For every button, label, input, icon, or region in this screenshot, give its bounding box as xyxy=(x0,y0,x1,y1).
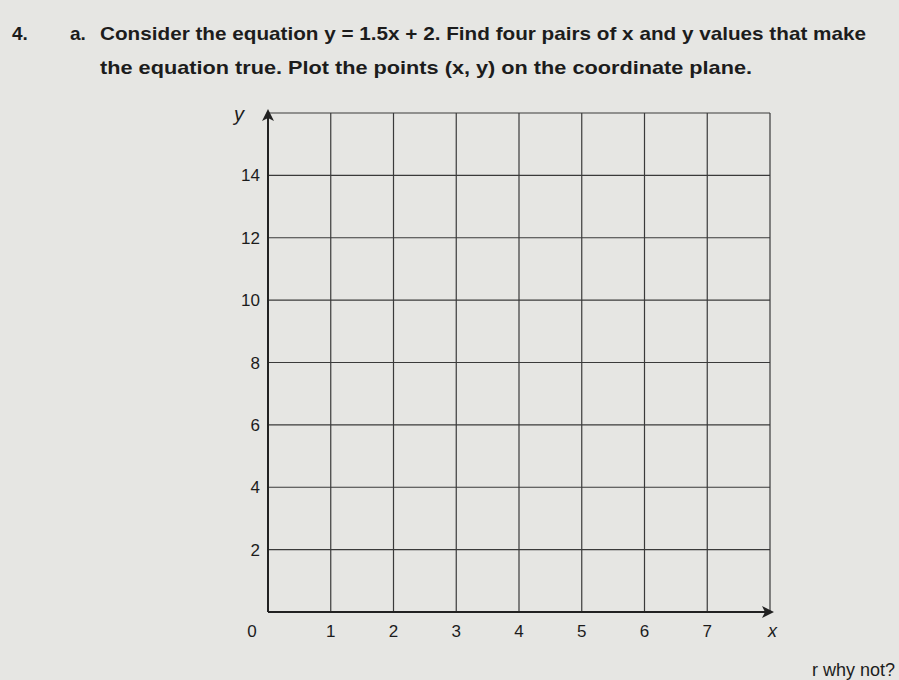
x-tick-label: 5 xyxy=(577,622,586,641)
x-axis-label: x xyxy=(767,621,778,641)
grid-line-y xyxy=(268,424,770,425)
y-tick-label: 10 xyxy=(241,291,260,310)
footer-fragment: r why not? xyxy=(812,660,895,680)
y-tick-label: 8 xyxy=(251,354,260,373)
x-tick-label: 7 xyxy=(703,622,712,641)
question-part: a. xyxy=(70,23,86,44)
x-axis xyxy=(268,611,772,613)
y-arrow xyxy=(262,109,274,121)
y-axis xyxy=(267,111,269,612)
x-tick-label: 2 xyxy=(389,622,398,641)
y-axis-label: y xyxy=(232,103,245,125)
grid-line-y xyxy=(268,175,770,176)
background xyxy=(0,0,899,680)
y-tick-label: 14 xyxy=(241,166,260,185)
x-tick-label: 0 xyxy=(247,622,256,641)
frame-right xyxy=(769,113,770,612)
y-tick-label: 6 xyxy=(251,416,260,435)
grid-line-y xyxy=(268,300,770,301)
page: 4. a. Consider the equation y = 1.5x + 2. … xyxy=(0,0,899,680)
question-text: Consider the equation y = 1.5x + 2. Find… xyxy=(100,23,866,44)
x-tick-label: 3 xyxy=(452,622,461,641)
x-arrow xyxy=(762,606,774,618)
frame-top xyxy=(268,112,770,113)
y-tick-label: 2 xyxy=(251,541,260,560)
x-tick-label: 4 xyxy=(514,622,523,641)
x-tick-label: 1 xyxy=(326,622,335,641)
y-tick-label: 4 xyxy=(251,478,260,497)
y-tick-label: 12 xyxy=(241,229,260,248)
grid-line-y xyxy=(268,237,770,238)
question-number: 4. xyxy=(12,23,28,44)
grid-line-y xyxy=(268,487,770,488)
x-tick-label: 6 xyxy=(640,622,649,641)
grid-line-y xyxy=(268,362,770,363)
question-text: the equation true. Plot the points (x, y… xyxy=(100,57,752,78)
grid-line-y xyxy=(268,549,770,550)
